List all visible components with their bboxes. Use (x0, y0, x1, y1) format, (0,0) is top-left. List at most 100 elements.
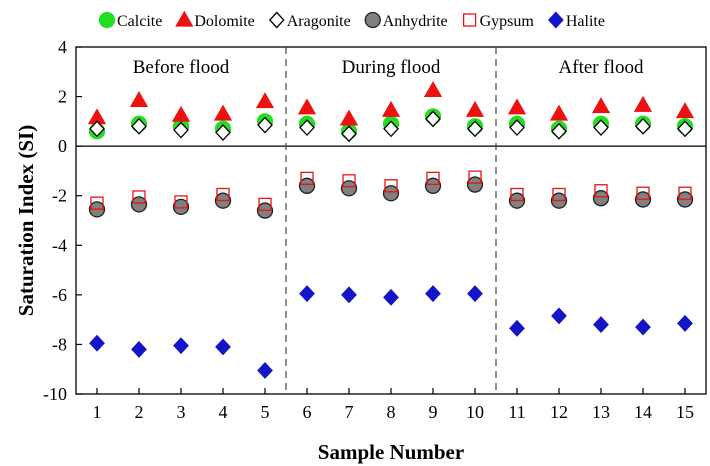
halite-point (341, 286, 357, 304)
x-axis: 1 2 3 4 5 6 7 8 9 10 11 12 13 14 15 (93, 388, 694, 422)
x-tick-label: 15 (676, 402, 694, 422)
aragonite-point (425, 110, 441, 128)
x-tick-label: 13 (592, 402, 610, 422)
anhydrite-point (592, 190, 610, 207)
aragonite-point (677, 120, 693, 138)
x-tick-label: 11 (508, 402, 525, 422)
aragonite-point (467, 120, 483, 138)
halite-point (551, 307, 567, 325)
y-tick-label: -4 (52, 235, 67, 255)
y-tick-label: -8 (52, 334, 67, 354)
x-tick-label: 3 (177, 402, 186, 422)
gypsum-point (426, 171, 440, 186)
dolomite-point (381, 100, 401, 117)
period-dividers (285, 47, 497, 394)
dolomite-point (339, 109, 359, 126)
anhydrite-point (172, 198, 190, 216)
legend-label-gypsum: Gypsum (480, 13, 535, 30)
anhydrite-point (382, 185, 400, 202)
period-label: Before flood (133, 57, 230, 78)
legend-marker-gypsum (462, 13, 477, 27)
gypsum-point (636, 186, 650, 200)
period-labels: Before flood During flood After flood (133, 57, 644, 78)
period-label: During flood (342, 57, 441, 78)
dolomite-point (591, 97, 611, 114)
x-tick-label: 8 (387, 402, 396, 422)
aragonite-point (341, 125, 357, 143)
series-dolomite (87, 81, 695, 126)
halite-point (173, 337, 189, 355)
legend-label-aragonite: Aragonite (287, 13, 351, 30)
aragonite-point (509, 119, 525, 137)
period-label: After flood (559, 57, 644, 78)
halite-point (299, 285, 315, 303)
aragonite-point (215, 124, 231, 141)
series-halite (89, 285, 693, 379)
legend-item-aragonite: Aragonite (268, 11, 351, 30)
y-axis: 4 2 0 -2 -4 -6 -8 -10 (43, 37, 82, 404)
dolomite-point (255, 92, 275, 109)
gypsum-point (594, 184, 608, 198)
x-tick-label: 7 (345, 402, 354, 422)
legend: Calcite Dolomite Aragonite Anhydrite Gypsum H… (98, 10, 605, 30)
y-tick-label: -2 (52, 186, 67, 206)
aragonite-point (257, 116, 273, 134)
gypsum-point (90, 196, 104, 210)
anhydrite-point (298, 177, 316, 194)
legend-marker-halite (547, 11, 564, 29)
aragonite-point (89, 120, 105, 138)
gypsum-point (174, 195, 188, 209)
dolomite-point (129, 90, 149, 107)
legend-marker-calcite (98, 11, 116, 29)
x-tick-label: 14 (634, 402, 652, 422)
gypsum-point (468, 170, 482, 184)
y-tick-label: -6 (52, 285, 67, 305)
legend-label-calcite: Calcite (117, 13, 162, 30)
series-aragonite (89, 110, 693, 143)
anhydrite-point (130, 196, 148, 213)
halite-point (593, 316, 609, 334)
y-tick-label: 2 (58, 87, 67, 107)
legend-marker-anhydrite (364, 11, 381, 29)
legend-item-gypsum: Gypsum (462, 13, 535, 30)
anhydrite-point (424, 177, 442, 194)
aragonite-point (635, 117, 651, 135)
gypsum-point (216, 187, 230, 202)
halite-point (467, 285, 483, 303)
x-tick-label: 10 (466, 402, 484, 422)
x-axis-title: Sample Number (318, 440, 464, 464)
aragonite-point (299, 119, 315, 137)
y-axis-title: Saturation Index (SI) (14, 125, 38, 316)
dolomite-point (675, 102, 695, 119)
aragonite-point (551, 122, 567, 140)
legend-item-anhydrite: Anhydrite (364, 11, 448, 30)
aragonite-point (593, 119, 609, 137)
x-tick-label: 12 (550, 402, 568, 422)
series-layer (87, 81, 695, 379)
legend-item-calcite: Calcite (98, 11, 162, 30)
x-tick-label: 1 (93, 402, 102, 422)
legend-marker-dolomite (175, 10, 194, 27)
halite-point (131, 340, 147, 358)
y-tick-label: -10 (43, 384, 67, 404)
aragonite-point (383, 120, 399, 138)
x-tick-label: 6 (303, 402, 312, 422)
gypsum-point (132, 190, 146, 204)
gypsum-point (384, 179, 398, 193)
gypsum-point (552, 187, 566, 202)
legend-item-halite: Halite (547, 11, 605, 30)
y-tick-label: 4 (58, 37, 67, 57)
x-tick-label: 5 (261, 402, 270, 422)
dolomite-point (297, 98, 317, 115)
x-tick-label: 2 (135, 402, 144, 422)
x-tick-label: 9 (429, 402, 438, 422)
plot-area-frame (75, 46, 707, 395)
halite-point (509, 319, 525, 337)
dolomite-point (423, 81, 443, 98)
dolomite-point (633, 95, 653, 112)
aragonite-point (173, 121, 189, 139)
dolomite-point (465, 100, 485, 117)
gypsum-point (510, 187, 524, 202)
halite-point (425, 285, 441, 303)
